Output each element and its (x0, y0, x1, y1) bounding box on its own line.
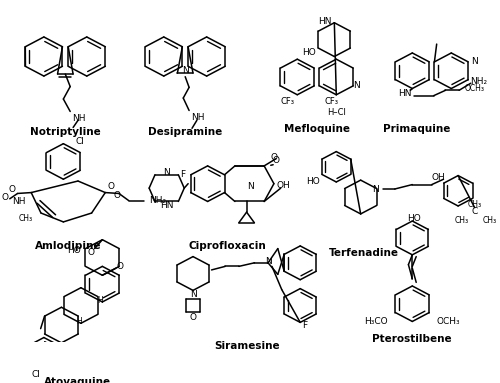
Text: N: N (265, 257, 272, 265)
Text: N: N (247, 182, 254, 191)
Text: Primaquine: Primaquine (384, 124, 451, 134)
Text: O: O (114, 191, 120, 200)
Text: HO: HO (302, 47, 316, 57)
Text: HN: HN (160, 201, 173, 210)
Text: Cl: Cl (32, 370, 40, 380)
Text: CH₃: CH₃ (468, 200, 482, 209)
Text: O: O (270, 152, 278, 162)
Text: O: O (8, 185, 15, 195)
Text: Notriptyline: Notriptyline (30, 127, 100, 137)
Text: NH₂: NH₂ (150, 196, 166, 205)
Text: O: O (116, 262, 123, 271)
Text: NH₂: NH₂ (470, 77, 487, 86)
Text: HO: HO (306, 177, 320, 185)
Text: NH: NH (72, 114, 86, 123)
Text: O: O (108, 182, 114, 191)
Text: NH: NH (12, 197, 26, 206)
Text: O: O (2, 193, 8, 201)
Text: CH₃: CH₃ (482, 216, 496, 225)
Text: HN: HN (398, 89, 411, 98)
Text: N: N (372, 185, 378, 193)
Text: N: N (353, 81, 360, 90)
Text: CF₃: CF₃ (280, 97, 294, 106)
Text: Mefloquine: Mefloquine (284, 124, 350, 134)
Text: N: N (182, 66, 188, 75)
Text: C: C (472, 207, 478, 216)
Text: Desipramine: Desipramine (148, 127, 222, 137)
Text: Amlodipine: Amlodipine (35, 241, 102, 251)
Text: CH₃: CH₃ (454, 216, 469, 225)
Text: Atovaquine: Atovaquine (44, 377, 112, 383)
Text: Terfenadine: Terfenadine (328, 248, 398, 258)
Text: O: O (190, 313, 196, 322)
Text: OCH₃: OCH₃ (436, 317, 460, 326)
Text: OH: OH (277, 181, 290, 190)
Text: H₃CO: H₃CO (364, 317, 388, 326)
Text: OCH₃: OCH₃ (465, 84, 485, 93)
Text: N: N (190, 290, 196, 300)
Text: HO: HO (67, 246, 80, 255)
Text: CH₃: CH₃ (19, 214, 33, 223)
Text: CF₃: CF₃ (324, 97, 338, 106)
Text: OH: OH (432, 173, 446, 182)
Text: HO: HO (408, 214, 421, 223)
Text: Pterostilbene: Pterostilbene (372, 334, 452, 344)
Text: Siramesine: Siramesine (214, 340, 280, 350)
Text: Ciprofloxacin: Ciprofloxacin (188, 241, 266, 251)
Text: O: O (87, 248, 94, 257)
Text: Cl: Cl (76, 137, 84, 146)
Text: F: F (180, 170, 185, 179)
Text: H: H (76, 317, 82, 326)
Text: H–Cl: H–Cl (327, 108, 345, 117)
Text: H: H (98, 296, 103, 304)
Text: O: O (272, 156, 280, 165)
Text: N: N (471, 57, 478, 66)
Text: NH: NH (191, 113, 204, 122)
Text: HN: HN (318, 17, 332, 26)
Text: F: F (302, 321, 308, 329)
Text: N: N (164, 168, 170, 177)
